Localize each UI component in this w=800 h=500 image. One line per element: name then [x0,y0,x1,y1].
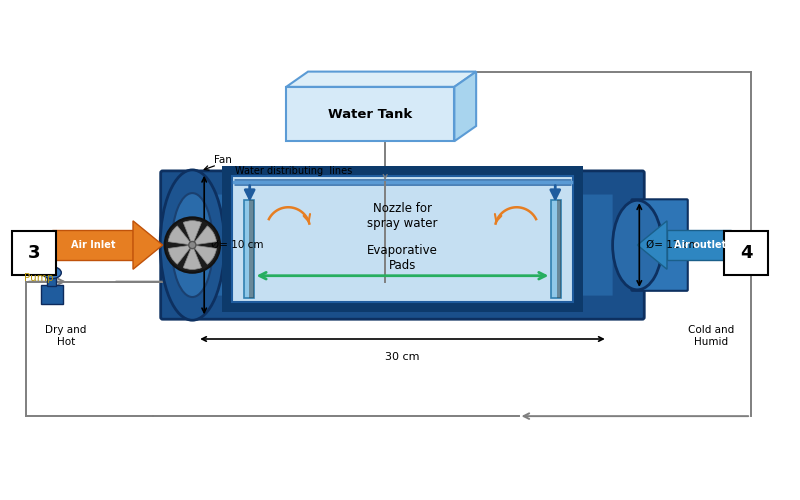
Wedge shape [192,245,217,264]
FancyBboxPatch shape [551,200,561,298]
Polygon shape [454,72,476,141]
Text: Air outlet: Air outlet [674,240,726,250]
FancyBboxPatch shape [667,230,731,260]
Text: 30 cm: 30 cm [386,352,420,362]
Polygon shape [286,72,476,87]
Polygon shape [286,87,454,141]
FancyBboxPatch shape [47,276,56,285]
Text: Cold and
Humid: Cold and Humid [688,325,734,347]
Text: Fan: Fan [214,155,232,165]
Circle shape [189,242,196,248]
Text: Evaporative
Pads: Evaporative Pads [367,244,438,272]
Wedge shape [168,226,192,245]
Wedge shape [183,220,202,245]
Text: Water Tank: Water Tank [328,108,413,120]
Text: Pump: Pump [24,272,54,282]
Ellipse shape [613,200,662,290]
FancyBboxPatch shape [161,171,644,319]
FancyBboxPatch shape [631,200,688,291]
Wedge shape [192,226,217,245]
FancyBboxPatch shape [222,166,583,312]
Wedge shape [183,245,202,270]
Ellipse shape [171,193,213,297]
FancyBboxPatch shape [12,231,56,274]
FancyBboxPatch shape [244,200,254,298]
FancyBboxPatch shape [249,200,254,298]
Wedge shape [168,245,192,264]
FancyBboxPatch shape [557,200,561,298]
Polygon shape [638,221,667,270]
Text: Ø= 12 cm: Ø= 12 cm [646,240,699,250]
FancyBboxPatch shape [724,231,768,274]
Text: 4: 4 [740,244,752,262]
FancyBboxPatch shape [52,230,133,260]
Circle shape [165,218,220,272]
FancyBboxPatch shape [192,194,613,296]
Ellipse shape [160,170,225,320]
Polygon shape [133,221,162,270]
Ellipse shape [42,267,62,278]
Text: Air Inlet: Air Inlet [71,240,116,250]
Text: Nozzle for
spray water: Nozzle for spray water [367,202,438,230]
FancyBboxPatch shape [232,176,573,302]
FancyBboxPatch shape [41,284,62,304]
Text: Water distributing  lines: Water distributing lines [235,166,352,176]
Text: 3: 3 [28,244,40,262]
Text: Dry and
Hot: Dry and Hot [45,325,86,347]
Text: Ø= 10 cm: Ø= 10 cm [211,240,264,250]
